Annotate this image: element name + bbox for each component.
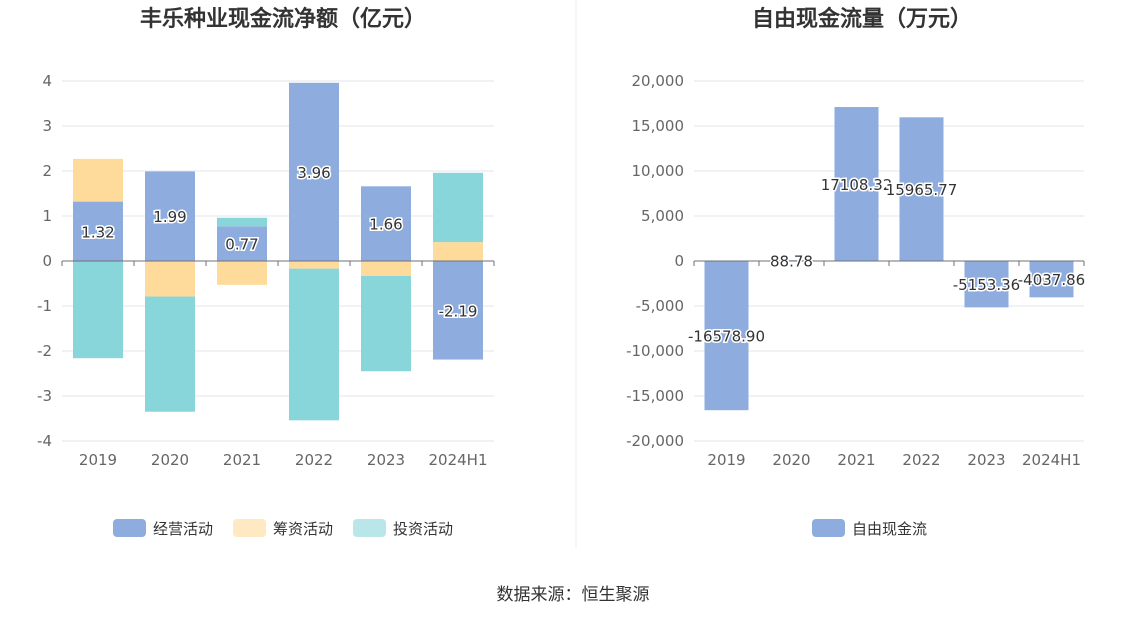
bar (289, 82, 339, 261)
x-tick-label: 2023 (967, 451, 1005, 469)
legend-swatch (113, 519, 146, 537)
x-tick-label: 2021 (223, 451, 261, 469)
y-tick-label: -5,000 (636, 297, 684, 315)
legend-swatch (353, 519, 386, 537)
bar (834, 107, 879, 262)
y-tick-label: 4 (42, 72, 52, 90)
legend-swatch (812, 519, 845, 537)
y-tick-label: 1 (42, 207, 52, 225)
x-tick-label: 2023 (367, 451, 405, 469)
bar (73, 261, 123, 359)
x-tick-label: 2020 (772, 451, 810, 469)
data-label: 88.78 (770, 253, 813, 271)
source-note: 数据来源：恒生聚源 (497, 585, 650, 605)
x-tick-label: 2024H1 (429, 451, 488, 469)
y-tick-label: 15,000 (632, 117, 685, 135)
bar (1029, 261, 1074, 298)
bar (704, 261, 749, 411)
x-tick-label: 2021 (837, 451, 875, 469)
x-tick-label: 2020 (151, 451, 189, 469)
y-tick-label: -1 (37, 297, 52, 315)
y-tick-label: -10,000 (626, 342, 684, 360)
x-tick-label: 2019 (79, 451, 117, 469)
y-tick-label: -15,000 (626, 387, 684, 405)
bar (217, 261, 267, 285)
y-tick-label: -20,000 (626, 432, 684, 450)
bar (217, 217, 267, 227)
y-tick-label: 3 (42, 117, 52, 135)
y-tick-label: -2 (37, 342, 52, 360)
y-tick-label: 0 (42, 252, 52, 270)
data-label: 15965.77 (886, 181, 958, 199)
bar (361, 186, 411, 261)
x-tick-label: 2022 (295, 451, 333, 469)
x-tick-label: 2019 (707, 451, 745, 469)
bar (145, 261, 195, 297)
legend-label: 投资活动 (393, 520, 453, 538)
cash-flow-chart: 丰乐种业现金流净额（亿元） 4 3 2 1 0 -1 -2 -3 -4 2019 2020 2021 20… (37, 6, 495, 538)
bar (433, 261, 483, 360)
legend-label: 筹资活动 (273, 520, 333, 538)
bar (145, 171, 195, 261)
data-label: 17108.32 (821, 176, 893, 194)
y-tick-label: 5,000 (641, 207, 684, 225)
legend-swatch (233, 519, 266, 537)
y-tick-label: -4 (37, 432, 52, 450)
x-tick-label: 2022 (902, 451, 940, 469)
y-tick-label: 2 (42, 162, 52, 180)
bar (361, 261, 411, 276)
data-label: 3.96 (297, 164, 330, 182)
y-tick-label: 0 (674, 252, 684, 270)
y-tick-label: -3 (37, 387, 52, 405)
data-label: -2.19 (439, 302, 478, 320)
bar (899, 117, 944, 261)
data-label: 1.66 (369, 216, 402, 234)
data-label: 1.32 (81, 223, 114, 241)
x-tick-label: 2024H1 (1022, 451, 1081, 469)
bar (289, 268, 339, 421)
bar (289, 261, 339, 269)
legend-label: 经营活动 (153, 520, 213, 538)
bar (145, 296, 195, 412)
chart-title: 丰乐种业现金流净额（亿元） (140, 6, 426, 32)
bar (217, 226, 267, 261)
y-tick-label: 10,000 (632, 162, 685, 180)
y-tick-label: 20,000 (632, 72, 685, 90)
chart-title: 自由现金流量（万元） (752, 6, 972, 32)
bar (361, 275, 411, 372)
bar (964, 261, 1009, 308)
bar (433, 242, 483, 261)
data-label: -5153.36 (953, 276, 1020, 294)
data-label: 0.77 (225, 236, 258, 254)
bar (73, 201, 123, 261)
data-label: -16578.90 (688, 328, 765, 346)
data-label: 1.99 (153, 208, 186, 226)
bar (73, 158, 123, 202)
legend-label: 自由现金流 (852, 520, 927, 538)
bar (433, 172, 483, 243)
free-cash-flow-chart: 自由现金流量（万元） 20,000 15,000 10,000 5,000 0 -5,000… (626, 6, 1087, 538)
data-label: -4037.86 (1018, 271, 1085, 289)
